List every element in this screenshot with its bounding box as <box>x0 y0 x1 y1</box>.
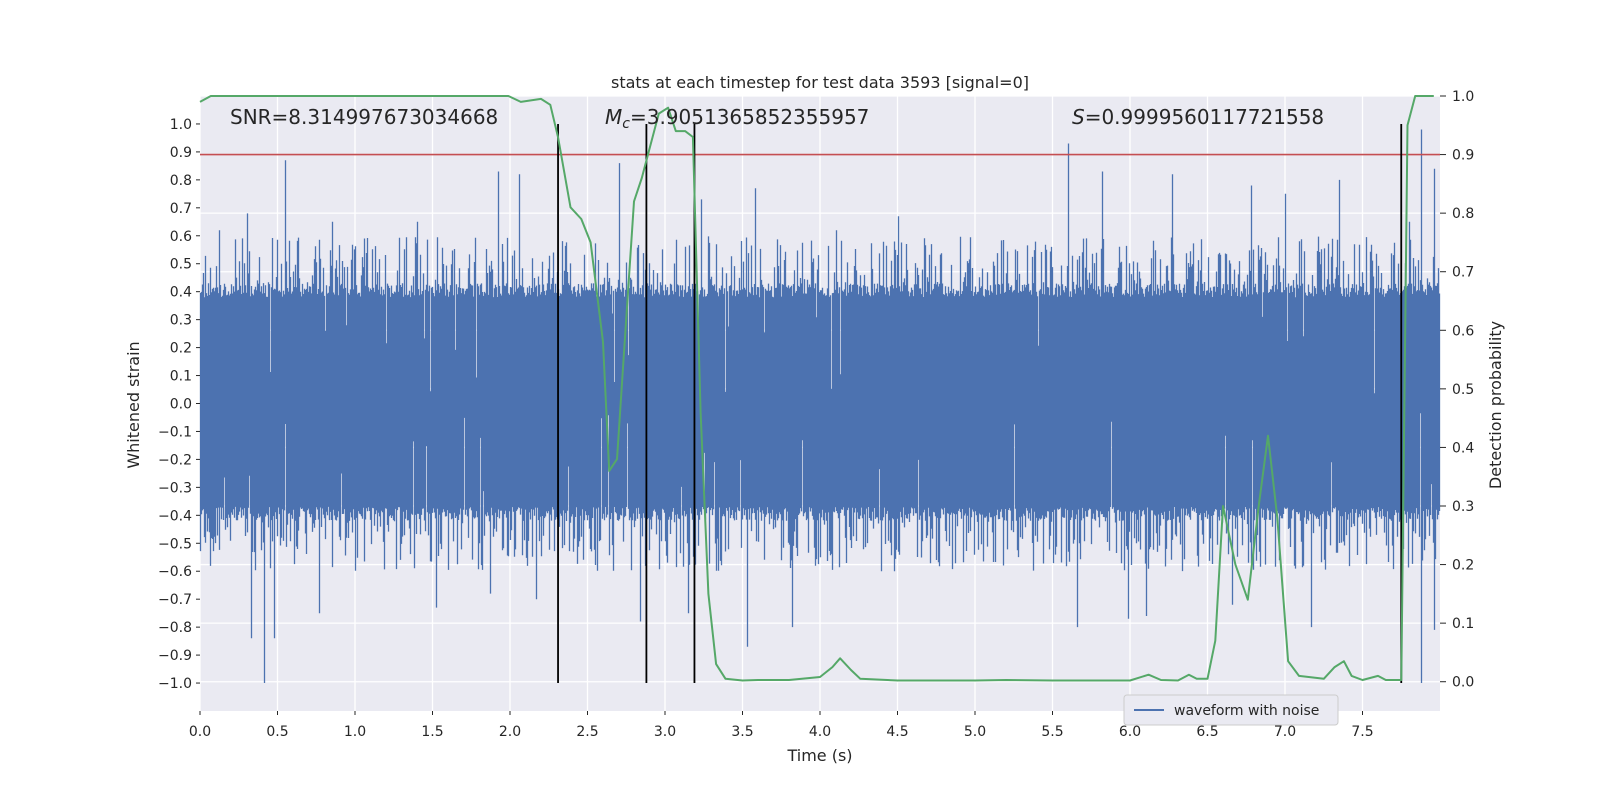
chart-title: stats at each timestep for test data 359… <box>611 73 1029 92</box>
y-axis-label: Whitened strain <box>124 341 143 468</box>
y-tick-label: 0.4 <box>170 285 192 301</box>
x-tick-label: 6.5 <box>1196 724 1218 740</box>
y-tick-label: 0.5 <box>170 257 192 273</box>
x-tick-label: 7.5 <box>1351 724 1373 740</box>
y2-tick-label: 0.4 <box>1452 440 1474 456</box>
x-tick-label: 2.0 <box>499 724 521 740</box>
y2-tick-label: 0.1 <box>1452 616 1474 632</box>
y-tick-label: 0.9 <box>170 145 192 161</box>
y-tick-label: −0.8 <box>158 620 192 636</box>
y2-tick-label: 0.0 <box>1452 675 1474 691</box>
x-tick-label: 2.5 <box>576 724 598 740</box>
y2-axis-label: Detection probability <box>1486 321 1505 489</box>
score-symbol: S <box>1072 105 1085 129</box>
x-tick-label: 6.0 <box>1119 724 1141 740</box>
y2-axis-ticks: 1.0 0.9 0.8 0.7 0.6 0.5 0.4 0.3 0.2 0.1 0.0 <box>1440 89 1474 691</box>
chirp-mass-symbol: M <box>605 105 622 129</box>
waveform-noise-path <box>199 129 1441 683</box>
y-tick-label: 0.8 <box>170 173 192 189</box>
y-tick-label: −0.9 <box>158 648 192 664</box>
x-tick-label: 4.5 <box>886 724 908 740</box>
x-tick-label: 3.0 <box>654 724 676 740</box>
y-tick-label: −1.0 <box>158 676 192 692</box>
x-tick-label: 5.5 <box>1041 724 1063 740</box>
score-value: =0.9999560117721558 <box>1085 105 1324 129</box>
x-tick-label: 4.0 <box>809 724 831 740</box>
y-tick-label: −0.6 <box>158 564 192 580</box>
x-tick-label: 3.5 <box>731 724 753 740</box>
x-tick-label: 5.0 <box>964 724 986 740</box>
y-tick-label: 0.6 <box>170 229 192 245</box>
x-axis-ticks: 0.0 0.5 1.0 1.5 2.0 2.5 3.0 3.5 4.0 4.5 5.0 5.5 6.0 6… <box>189 711 1374 740</box>
y-tick-label: −0.5 <box>158 536 192 552</box>
detection-probability-line <box>199 95 1434 682</box>
x-axis-label: Time (s) <box>786 746 852 765</box>
y2-tick-label: 0.2 <box>1452 558 1474 574</box>
legend: waveform with noise <box>1123 694 1339 726</box>
y2-tick-label: 0.7 <box>1452 265 1474 281</box>
y-tick-label: 0.0 <box>170 397 192 413</box>
y2-tick-label: 1.0 <box>1452 89 1474 105</box>
y-tick-label: −0.4 <box>158 508 192 524</box>
y2-tick-label: 0.5 <box>1452 382 1474 398</box>
x-tick-label: 1.5 <box>421 724 443 740</box>
score-annotation: S=0.9999560117721558 <box>1072 105 1324 129</box>
y-tick-label: 1.0 <box>170 117 192 133</box>
y-axis-ticks: 1.0 0.9 0.8 0.7 0.6 0.5 0.4 0.3 0.2 0.1 0.0 −0.1 −0.… <box>158 117 200 692</box>
snr-annotation: SNR=8.314997673034668 <box>230 105 498 129</box>
chirp-mass-value: =3.9051365852355957 <box>630 105 869 129</box>
x-tick-label: 7.0 <box>1274 724 1296 740</box>
y-tick-label: −0.2 <box>158 452 192 468</box>
x-tick-label: 0.5 <box>266 724 288 740</box>
y-tick-label: −0.7 <box>158 592 192 608</box>
legend-box <box>1123 694 1339 726</box>
y-tick-label: 0.3 <box>170 313 192 329</box>
y-tick-label: −0.3 <box>158 480 192 496</box>
detection-probability-series <box>199 95 1434 682</box>
legend-label: waveform with noise <box>1174 703 1319 719</box>
y2-tick-label: 0.3 <box>1452 499 1474 515</box>
y2-tick-label: 0.6 <box>1452 323 1474 339</box>
y2-tick-label: 0.8 <box>1452 206 1474 222</box>
y-tick-label: 0.2 <box>170 341 192 357</box>
waveform-series <box>199 129 1441 683</box>
chirp-mass-annotation: Mc=3.9051365852355957 <box>605 105 869 132</box>
y-tick-label: 0.7 <box>170 201 192 217</box>
x-tick-label: 0.0 <box>189 724 211 740</box>
y-tick-label: −0.1 <box>158 424 192 440</box>
y2-tick-label: 0.9 <box>1452 148 1474 164</box>
y-tick-label: 0.1 <box>170 369 192 385</box>
x-tick-label: 1.0 <box>344 724 366 740</box>
chirp-mass-subscript: c <box>622 116 630 132</box>
